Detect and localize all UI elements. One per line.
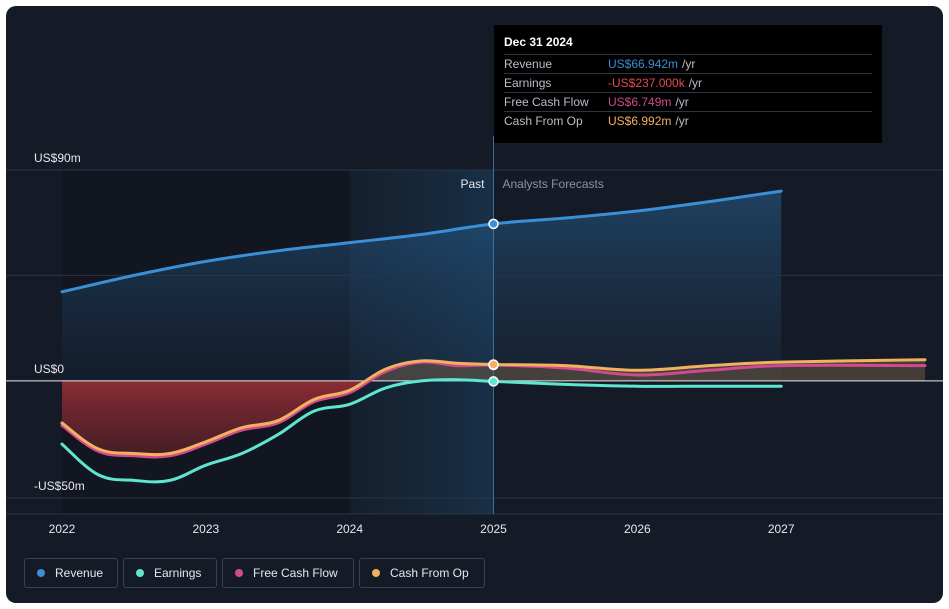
series-line-earnings <box>60 378 783 484</box>
series-line-free-cash-flow <box>60 360 927 459</box>
legend-item-free-cash-flow[interactable]: Free Cash Flow <box>222 558 354 588</box>
x-tick-label: 2026 <box>624 522 651 536</box>
tooltip-label: Free Cash Flow <box>504 95 589 109</box>
legend-dot-icon <box>37 569 45 577</box>
x-tick-label: 2023 <box>192 522 219 536</box>
tooltip-row-free-cash-flow: Free Cash Flow US$6.749m/yr <box>504 92 872 112</box>
tooltip-row-earnings: Earnings -US$237.000k/yr <box>504 73 872 93</box>
forecast-label: Analysts Forecasts <box>503 177 604 191</box>
x-tick-label: 2027 <box>768 522 795 536</box>
legend-item-cash-from-op[interactable]: Cash From Op <box>359 558 485 588</box>
tooltip-value: US$6.749m/yr <box>608 95 689 109</box>
tooltip-value: US$6.992m/yr <box>608 114 689 128</box>
past-label: Past <box>460 177 485 191</box>
series-line-cash-from-op <box>60 358 927 457</box>
legend-item-revenue[interactable]: Revenue <box>24 558 118 588</box>
tooltip-row-revenue: Revenue US$66.942m/yr <box>504 54 872 74</box>
tooltip-value: US$66.942m/yr <box>608 57 696 71</box>
x-tick-label: 2022 <box>49 522 76 536</box>
marker-earnings <box>488 376 499 387</box>
legend-label: Cash From Op <box>390 566 469 580</box>
negative-area <box>62 380 370 457</box>
tooltip-row-cash-from-op: Cash From Op US$6.992m/yr <box>504 111 872 131</box>
y-tick-label: US$0 <box>34 362 64 376</box>
legend-dot-icon <box>235 569 243 577</box>
legend-item-earnings[interactable]: Earnings <box>123 558 217 588</box>
tooltip-label: Revenue <box>504 57 553 71</box>
legend-dot-icon <box>372 569 380 577</box>
tooltip-value: -US$237.000k/yr <box>608 76 703 90</box>
tooltip-label: Cash From Op <box>504 114 583 128</box>
x-tick-label: 2025 <box>480 522 507 536</box>
marker-cash-from-op <box>488 359 499 370</box>
financial-chart: US$90m US$0 -US$50m 2022 2023 2024 2025 2026 202… <box>6 136 943 536</box>
marker-revenue <box>488 218 499 230</box>
series-line-revenue <box>60 189 783 294</box>
revenue-area <box>62 191 782 381</box>
legend-label: Free Cash Flow <box>253 566 338 580</box>
x-tick-label: 2024 <box>336 522 363 536</box>
tooltip: Dec 31 2024 Revenue US$66.942m/yr Earnin… <box>494 25 882 143</box>
tooltip-date: Dec 31 2024 <box>504 35 573 49</box>
legend-label: Revenue <box>55 566 104 580</box>
y-tick-label: US$90m <box>34 151 81 165</box>
y-tick-label: -US$50m <box>34 479 85 493</box>
legend-dot-icon <box>136 569 144 577</box>
legend-label: Earnings <box>154 566 202 580</box>
chart-card: US$90m US$0 -US$50m 2022 2023 2024 2025 2026 202… <box>6 6 943 603</box>
tooltip-label: Earnings <box>504 76 552 90</box>
